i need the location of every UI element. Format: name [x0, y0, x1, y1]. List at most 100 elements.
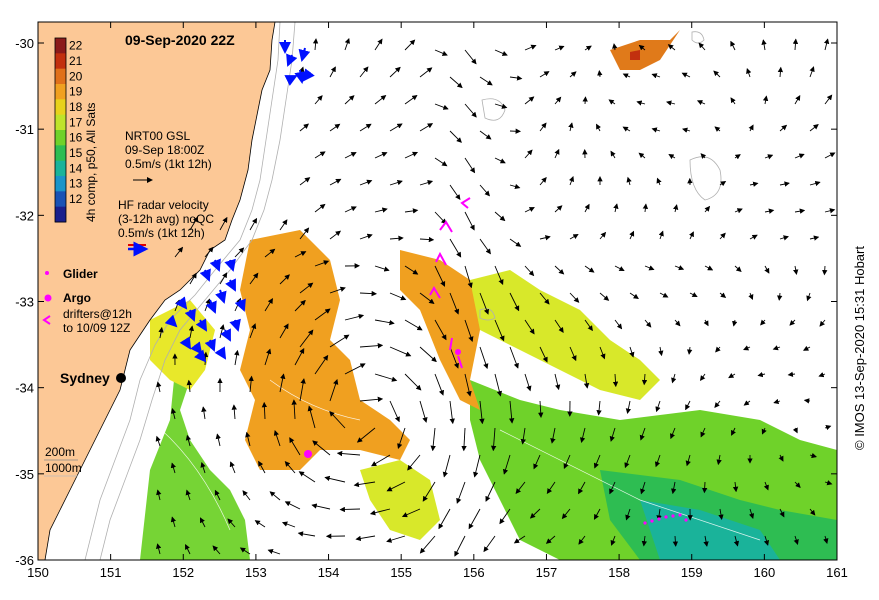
velocity-arrow — [464, 319, 474, 343]
velocity-arrow — [464, 157, 476, 174]
velocity-arrow — [714, 126, 721, 132]
colorbar-tick: 15 — [69, 146, 83, 160]
velocity-arrow — [355, 535, 376, 542]
velocity-arrow — [644, 265, 655, 271]
velocity-arrow — [174, 246, 184, 258]
velocity-arrow — [329, 230, 342, 240]
velocity-arrow — [509, 75, 523, 81]
velocity-arrow — [509, 183, 521, 190]
velocity-arrow — [185, 434, 192, 447]
velocity-arrow — [622, 126, 631, 132]
glider-legend-icon — [45, 271, 49, 275]
velocity-arrow — [369, 508, 391, 516]
y-tick-label: -36 — [15, 553, 34, 568]
velocity-arrow — [809, 452, 817, 459]
velocity-arrow — [389, 346, 412, 357]
velocity-arrow — [734, 265, 742, 273]
velocity-arrow — [264, 248, 276, 258]
velocity-arrow — [794, 481, 801, 489]
velocity-arrow — [239, 547, 251, 555]
velocity-arrow — [610, 535, 616, 546]
velocity-arrow — [312, 440, 331, 456]
velocity-arrow — [449, 76, 463, 89]
velocity-arrow — [824, 208, 836, 214]
velocity-arrow — [509, 238, 522, 247]
velocity-arrow — [289, 437, 301, 456]
velocity-arrow — [761, 39, 767, 51]
sst-yellow-mid — [360, 460, 440, 540]
velocity-arrow — [374, 207, 388, 213]
velocity-arrow — [389, 123, 403, 132]
velocity-arrow — [479, 238, 491, 255]
velocity-arrow — [569, 292, 580, 303]
velocity-arrow — [778, 454, 784, 462]
velocity-arrow — [344, 363, 366, 375]
colorbar-tick: 18 — [69, 100, 83, 114]
velocity-arrow — [464, 211, 475, 231]
velocity-arrow — [718, 508, 724, 520]
velocity-arrow — [719, 232, 726, 240]
velocity-arrow — [803, 398, 811, 404]
velocity-arrow — [201, 406, 207, 420]
velocity-arrow — [568, 176, 575, 186]
velocity-arrow — [404, 39, 416, 51]
velocity-arrow — [185, 543, 191, 555]
velocity-arrow — [294, 251, 307, 258]
velocity-arrow — [359, 342, 384, 349]
colorbar-tick: 22 — [69, 39, 83, 53]
velocity-arrow — [299, 378, 306, 402]
velocity-arrow — [651, 127, 661, 133]
velocity-arrow — [374, 373, 398, 382]
x-tick-label: 161 — [826, 565, 848, 580]
velocity-arrow — [215, 433, 221, 447]
colorbar-swatch — [55, 38, 66, 54]
drifter-legend-line1: drifters@12h — [63, 307, 132, 321]
velocity-arrow — [609, 427, 616, 442]
depth-200m: 200m — [45, 445, 75, 459]
velocity-arrow — [622, 73, 631, 79]
velocity-arrow — [329, 66, 336, 78]
velocity-arrow — [299, 282, 314, 294]
velocity-arrow — [666, 100, 676, 106]
x-axis: 150 151 152 153 154 155 156 157 158 159 160 161 — [27, 22, 848, 580]
velocity-arrow — [793, 265, 799, 275]
drifter-tracks — [429, 197, 471, 369]
velocity-arrow — [779, 508, 785, 518]
velocity-arrow — [389, 66, 401, 78]
velocity-arrow — [593, 454, 601, 469]
velocity-arrow — [743, 400, 751, 406]
x-tick-label: 159 — [681, 565, 703, 580]
velocity-arrow — [719, 181, 727, 187]
colorbar-swatch — [55, 114, 66, 131]
velocity-arrow — [264, 298, 273, 312]
velocity-arrow — [434, 373, 444, 396]
velocity-arrow — [386, 535, 406, 543]
colorbar-tick: 12 — [69, 192, 83, 206]
colorbar-swatch — [55, 160, 66, 177]
velocity-arrow — [656, 177, 662, 186]
velocity-arrow — [329, 378, 339, 402]
velocity-arrow — [329, 123, 341, 132]
velocity-arrow — [757, 371, 766, 378]
velocity-arrow — [715, 346, 721, 353]
velocity-arrow — [483, 535, 496, 553]
velocity-arrow — [789, 319, 796, 326]
velocity-arrow — [468, 508, 481, 530]
y-tick-label: -35 — [15, 467, 34, 482]
velocity-arrow — [284, 501, 301, 510]
velocity-arrow — [314, 95, 323, 105]
colorbar-swatch — [55, 99, 66, 116]
velocity-arrow — [404, 151, 419, 159]
colorbar-swatch — [55, 68, 66, 85]
velocity-arrow — [824, 94, 833, 105]
velocity-arrow — [219, 272, 228, 285]
velocity-arrow — [419, 123, 434, 132]
y-axis: -30 -31 -32 -33 -34 -35 -36 — [15, 36, 837, 568]
velocity-arrow — [685, 400, 691, 411]
velocity-arrow — [772, 345, 781, 351]
velocity-arrow — [499, 508, 511, 525]
velocity-arrow — [671, 481, 677, 495]
velocity-arrow — [641, 535, 648, 547]
velocity-arrow — [731, 427, 736, 436]
